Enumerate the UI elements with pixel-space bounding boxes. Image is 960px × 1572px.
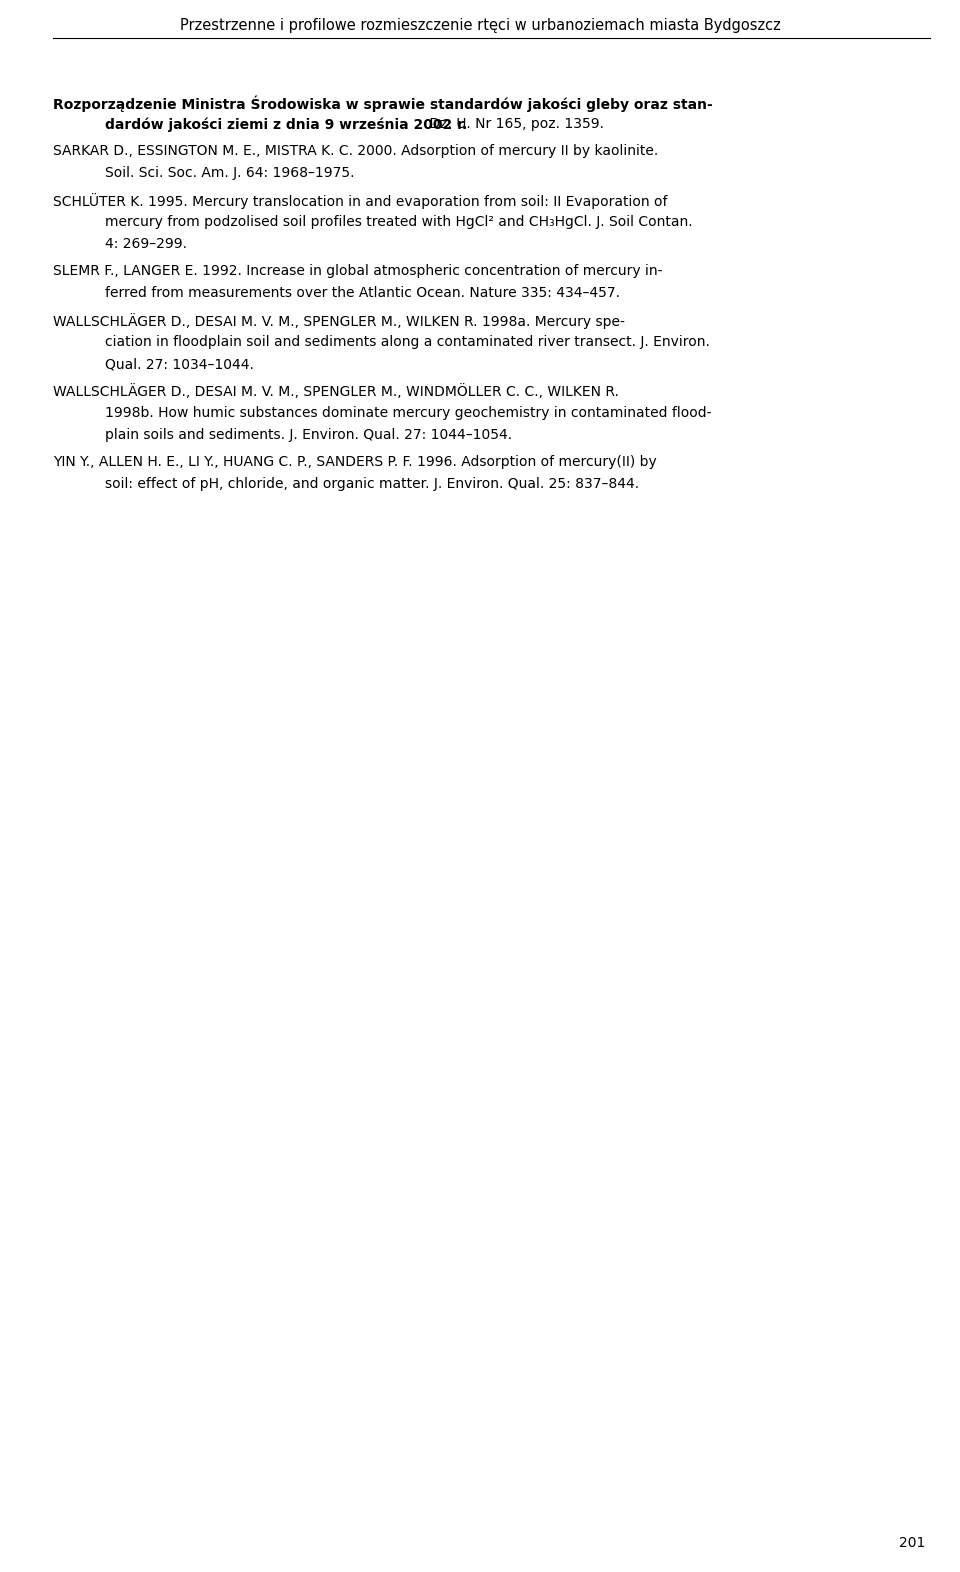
Text: Przestrzenne i profilowe rozmieszczenie rtęci w urbanoziemach miasta Bydgoszcz: Przestrzenne i profilowe rozmieszczenie …	[180, 17, 780, 33]
Text: 4: 269–299.: 4: 269–299.	[105, 237, 187, 252]
Text: ciation in floodplain soil and sediments along a contaminated river transect. J.: ciation in floodplain soil and sediments…	[105, 335, 709, 349]
Text: WALLSCHLÄGER D., DESAI M. V. M., SPENGLER M., WILKEN R. 1998a. Mercury spe-: WALLSCHLÄGER D., DESAI M. V. M., SPENGLE…	[53, 313, 625, 329]
Text: Soil. Sci. Soc. Am. J. 64: 1968–1975.: Soil. Sci. Soc. Am. J. 64: 1968–1975.	[105, 167, 354, 181]
Text: Qual. 27: 1034–1044.: Qual. 27: 1034–1044.	[105, 357, 253, 371]
Text: 201: 201	[899, 1536, 925, 1550]
Text: WALLSCHLÄGER D., DESAI M. V. M., SPENGLER M., WINDMÖLLER C. C., WILKEN R.: WALLSCHLÄGER D., DESAI M. V. M., SPENGLE…	[53, 384, 619, 399]
Text: YIN Y., ALLEN H. E., LI Y., HUANG C. P., SANDERS P. F. 1996. Adsorption of mercu: YIN Y., ALLEN H. E., LI Y., HUANG C. P.,…	[53, 454, 657, 468]
Text: soil: effect of pH, chloride, and organic matter. J. Environ. Qual. 25: 837–844.: soil: effect of pH, chloride, and organi…	[105, 476, 639, 490]
Text: Dz. U. Nr 165, poz. 1359.: Dz. U. Nr 165, poz. 1359.	[425, 116, 604, 130]
Text: 1998b. How humic substances dominate mercury geochemistry in contaminated flood-: 1998b. How humic substances dominate mer…	[105, 406, 711, 420]
Text: ferred from measurements over the Atlantic Ocean. Nature 335: 434–457.: ferred from measurements over the Atlant…	[105, 286, 620, 300]
Text: SCHLÜTER K. 1995. Mercury translocation in and evaporation from soil: II Evapora: SCHLÜTER K. 1995. Mercury translocation …	[53, 193, 667, 209]
Text: SARKAR D., ESSINGTON M. E., MISTRA K. C. 2000. Adsorption of mercury II by kaoli: SARKAR D., ESSINGTON M. E., MISTRA K. C.…	[53, 145, 659, 159]
Text: SLEMR F., LANGER E. 1992. Increase in global atmospheric concentration of mercur: SLEMR F., LANGER E. 1992. Increase in gl…	[53, 264, 662, 278]
Text: mercury from podzolised soil profiles treated with HgCl² and CH₃HgCl. J. Soil Co: mercury from podzolised soil profiles tr…	[105, 215, 692, 230]
Text: dardów jakości ziemi z dnia 9 września 2002 r.: dardów jakości ziemi z dnia 9 września 2…	[105, 116, 468, 132]
Text: Rozporządzenie Ministra Środowiska w sprawie standardów jakości gleby oraz stan-: Rozporządzenie Ministra Środowiska w spr…	[53, 94, 712, 112]
Text: plain soils and sediments. J. Environ. Qual. 27: 1044–1054.: plain soils and sediments. J. Environ. Q…	[105, 428, 512, 442]
